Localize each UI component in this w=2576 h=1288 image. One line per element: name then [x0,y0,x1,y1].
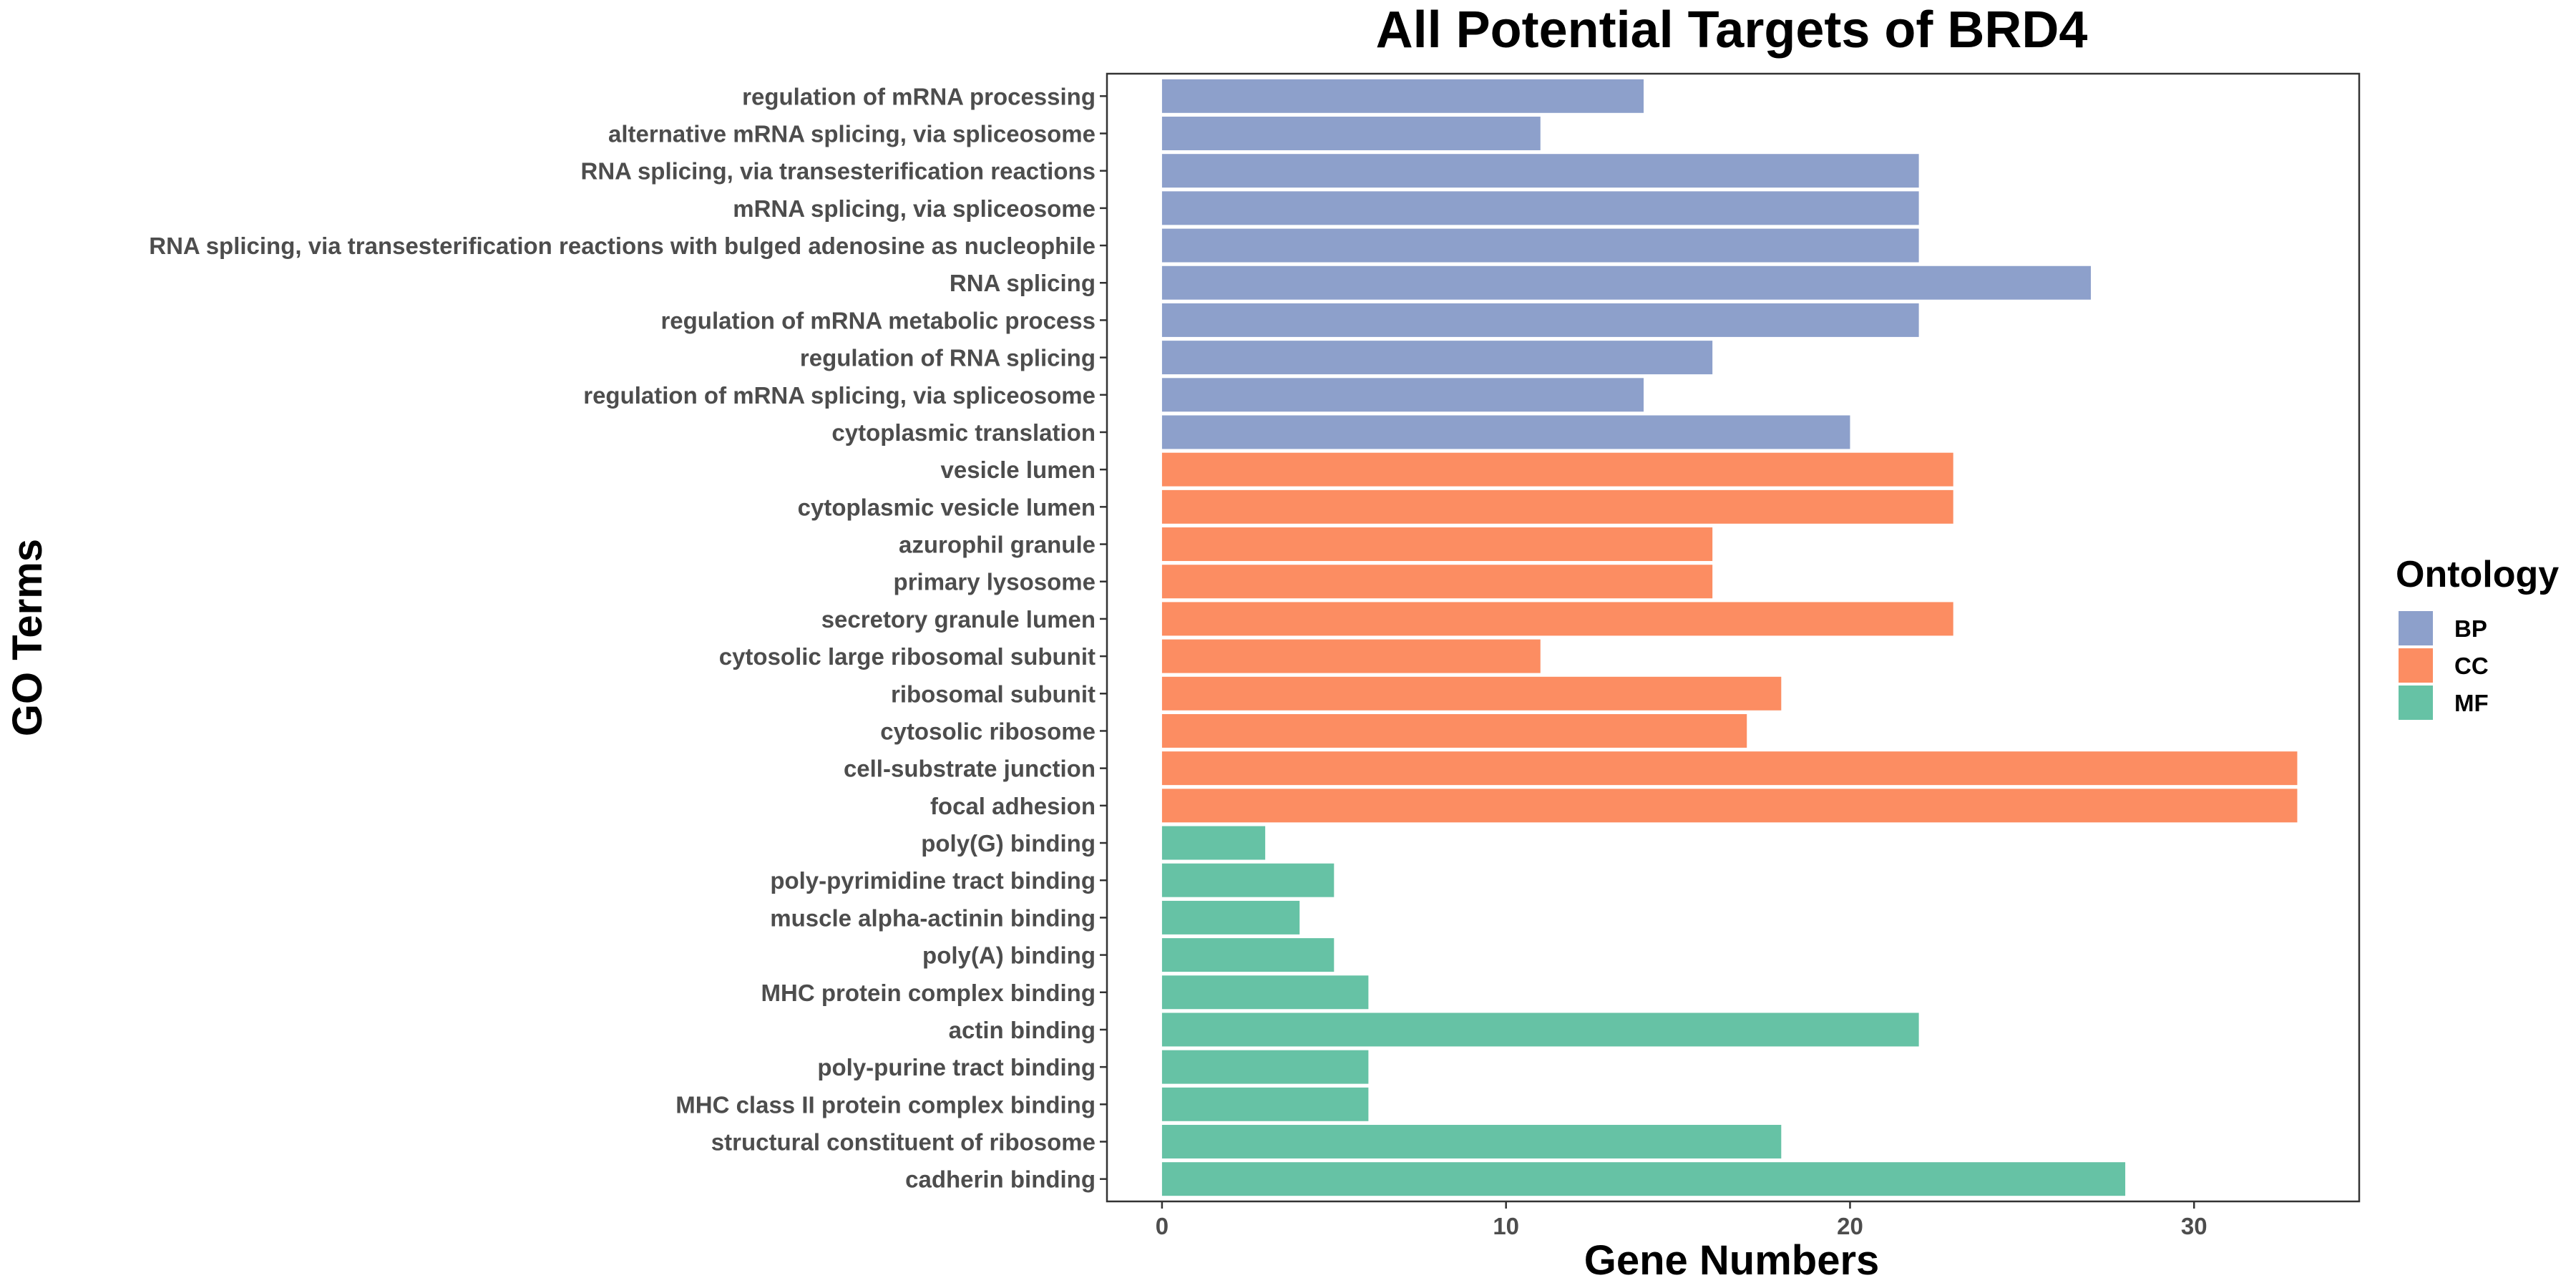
legend-label: BP [2454,615,2487,642]
bar [1161,639,1541,673]
y-tick-label: MHC protein complex binding [761,980,1096,1006]
y-tick-label: poly(G) binding [921,830,1096,857]
y-tick-label: regulation of mRNA processing [742,83,1096,109]
y-tick-label: muscle alpha-actinin binding [770,904,1096,931]
legend-label: MF [2454,690,2489,716]
y-tick-label: RNA splicing [950,270,1096,296]
bar [1161,341,1713,375]
legend-swatch [2399,611,2433,645]
y-tick-label: cytoplasmic vesicle lumen [798,494,1096,520]
legend-swatch [2399,648,2433,683]
bar [1161,117,1541,150]
legend: Ontology BP CC MF [2396,554,2559,720]
bar [1161,1087,1369,1121]
y-tick-label: cytosolic ribosome [880,718,1096,744]
bar [1161,415,1850,449]
y-tick-label: cytoplasmic translation [831,419,1096,446]
bar [1161,1013,1919,1047]
bar [1161,789,2298,823]
x-tick-label: 20 [1837,1213,1863,1239]
bar [1161,863,1335,897]
bar [1161,1050,1369,1084]
x-axis-ticks: 0 10 20 30 [1156,1201,2207,1239]
bar [1161,79,1644,113]
y-tick-label: regulation of RNA splicing [800,345,1096,371]
bar [1161,1162,2126,1196]
x-tick-label: 10 [1493,1213,1519,1239]
bar [1161,303,1919,337]
y-tick-label: RNA splicing, via transesterification re… [581,158,1096,185]
x-tick-label: 30 [2181,1213,2207,1239]
y-tick-label: cytosolic large ribosomal subunit [719,643,1096,670]
legend-label: CC [2454,653,2489,679]
chart-title: All Potential Targets of BRD4 [1376,1,2088,59]
bar [1161,489,1953,524]
bar [1161,228,1919,263]
bar [1161,378,1644,412]
y-axis-ticks: regulation of mRNA processing alternative… [149,83,1107,1193]
bar [1161,265,2091,300]
bar [1161,602,1953,636]
y-tick-label: cadherin binding [905,1166,1096,1193]
y-tick-label: ribosomal subunit [891,680,1096,707]
y-tick-label: actin binding [949,1017,1096,1043]
legend-title: Ontology [2396,554,2559,595]
bar [1161,676,1782,711]
y-tick-label: vesicle lumen [941,457,1096,483]
y-tick-label: cell-substrate junction [844,756,1096,782]
bar [1161,713,1747,748]
bar [1161,1125,1782,1158]
bar [1161,452,1953,487]
y-tick-label: poly-purine tract binding [817,1054,1096,1080]
bars-layer [1161,79,2298,1196]
bar [1161,527,1713,562]
x-axis-title: Gene Numbers [1584,1237,1880,1284]
y-tick-label: MHC class II protein complex binding [675,1091,1096,1118]
bar [1161,938,1335,972]
y-tick-label: RNA splicing, via transesterification re… [149,233,1096,259]
legend-entries: BP CC MF [2399,611,2489,720]
y-axis-title: GO Terms [4,539,51,736]
y-tick-label: regulation of mRNA metabolic process [660,307,1096,333]
y-tick-label: azurophil granule [899,532,1096,558]
bar [1161,565,1713,599]
y-tick-label: secretory granule lumen [821,606,1096,633]
bar [1161,191,1919,225]
y-tick-label: structural constituent of ribosome [711,1129,1096,1156]
x-tick-label: 0 [1156,1213,1169,1239]
y-tick-label: focal adhesion [930,793,1096,819]
bar [1161,975,1369,1010]
y-tick-label: poly(A) binding [922,942,1096,969]
y-tick-label: alternative mRNA splicing, via spliceoso… [608,120,1096,147]
y-tick-label: primary lysosome [894,569,1096,595]
y-tick-label: mRNA splicing, via spliceosome [733,195,1096,222]
bar [1161,154,1919,188]
y-tick-label: regulation of mRNA splicing, via spliceo… [583,382,1096,409]
legend-swatch [2399,686,2433,720]
y-tick-label: poly-pyrimidine tract binding [770,867,1096,894]
plot-panel-border [1106,72,2361,1203]
bar [1161,751,2298,786]
bar [1161,826,1266,860]
bar [1161,900,1300,935]
